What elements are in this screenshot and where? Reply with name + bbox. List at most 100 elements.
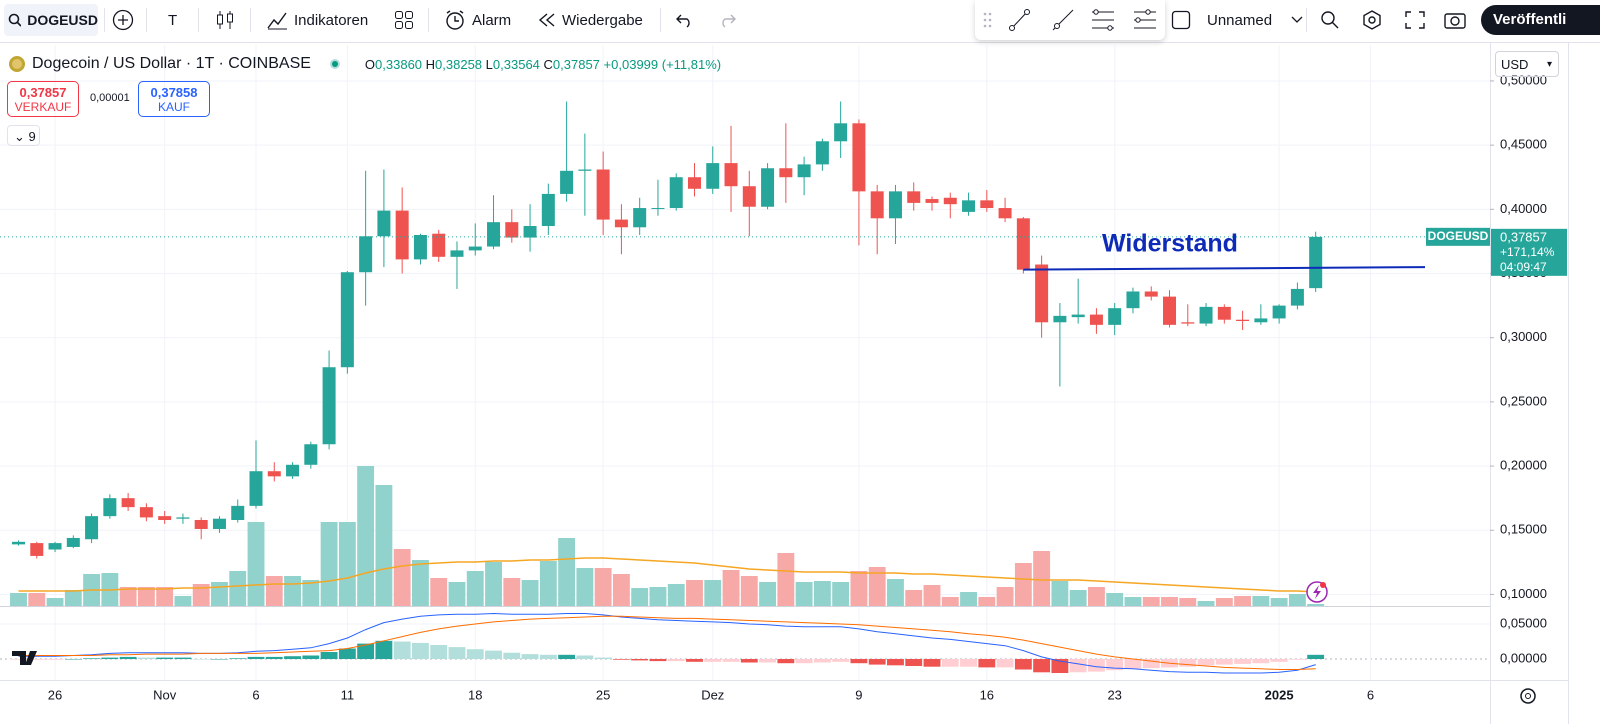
volume-ma-line xyxy=(18,557,1316,593)
quick-search-icon[interactable] xyxy=(1321,11,1339,29)
undo-button[interactable] xyxy=(676,0,694,40)
y-tick-label: 0,05000 xyxy=(1500,615,1547,630)
legend: Dogecoin / US Dollar · 1T · COINBASE O0,… xyxy=(8,53,721,75)
histogram-bar xyxy=(211,659,228,660)
settings-lines-tool[interactable] xyxy=(1134,9,1156,29)
candle-body xyxy=(980,200,994,209)
indicator-toggle[interactable]: ⌄ 9 xyxy=(7,125,40,146)
candle-body xyxy=(1272,305,1286,319)
volume-bar xyxy=(1051,581,1069,606)
symbol-tag-label: DOGEUSD xyxy=(1428,229,1489,243)
candle-body xyxy=(651,208,665,210)
separator xyxy=(250,8,251,32)
volume-bar xyxy=(740,576,758,606)
histogram-bar xyxy=(905,659,923,667)
candle-body xyxy=(1035,264,1049,323)
volume-bar xyxy=(229,571,247,606)
volume-bar xyxy=(594,568,612,606)
x-tick-label: 23 xyxy=(1107,687,1121,702)
candle-body xyxy=(1236,319,1250,322)
histogram-bar xyxy=(338,648,356,660)
candle-body xyxy=(962,200,976,212)
buy-button[interactable]: 0,37858 KAUF xyxy=(138,81,210,117)
y-tick-label: 0,30000 xyxy=(1500,329,1547,344)
volume-bar xyxy=(46,598,64,606)
histogram-bar xyxy=(83,658,101,660)
market-status xyxy=(329,59,340,69)
compare-button[interactable] xyxy=(112,0,134,40)
histogram-bar xyxy=(795,659,813,664)
candle-body xyxy=(286,464,300,477)
candle-icon xyxy=(217,11,233,29)
candle-body xyxy=(432,233,446,257)
ray-tool[interactable] xyxy=(1052,9,1074,31)
candle-body xyxy=(1309,236,1323,289)
publish-button[interactable]: Veröffentli xyxy=(1481,5,1600,35)
candle-body xyxy=(834,123,848,142)
indicators-icon xyxy=(267,12,287,30)
volume-bar xyxy=(1124,597,1142,606)
replay-button[interactable]: Wiedergabe xyxy=(538,0,643,40)
symbol: DOGEUSD xyxy=(27,12,98,28)
histogram-bar xyxy=(1124,659,1142,669)
volume-bar xyxy=(558,538,576,606)
histogram-bar xyxy=(284,656,301,660)
histogram-bar xyxy=(941,659,959,667)
interval-button[interactable]: T xyxy=(168,0,177,40)
candle-body xyxy=(249,471,263,506)
fullscreen-icon[interactable] xyxy=(1405,11,1425,29)
sell-price: 0,37857 xyxy=(19,85,67,100)
sell-button[interactable]: 0,37857 VERKAUF xyxy=(7,81,79,117)
alarm-button[interactable]: Alarm xyxy=(444,0,511,40)
drag-handle[interactable] xyxy=(983,12,992,28)
histogram-bar xyxy=(119,656,137,660)
fib-tool[interactable] xyxy=(1092,9,1114,31)
candle-body xyxy=(870,191,884,219)
symbol-search[interactable]: DOGEUSD xyxy=(4,4,98,36)
candle-body xyxy=(450,250,464,257)
settings-icon[interactable] xyxy=(1520,688,1536,704)
replay-icon xyxy=(538,13,555,27)
layouts-button[interactable] xyxy=(394,0,414,40)
macd-line xyxy=(18,612,1316,674)
volume-bar xyxy=(430,578,448,606)
tv-logo[interactable] xyxy=(12,651,37,665)
replay: Wiedergabe xyxy=(562,11,643,29)
top-toolbar: DOGEUSD T Indikatoren Alarm Wiedergabe U… xyxy=(0,0,1600,43)
currency-select[interactable]: USD ▾ xyxy=(1495,51,1559,77)
separator xyxy=(104,8,105,32)
layout-menu[interactable]: Unnamed xyxy=(1171,0,1304,40)
screenshot-icon[interactable] xyxy=(1444,13,1466,29)
y-tick-label: 0,25000 xyxy=(1500,393,1547,408)
histogram-bar xyxy=(466,649,484,660)
candle-body xyxy=(943,197,957,205)
chart-type-button[interactable] xyxy=(215,0,235,40)
volume-bar xyxy=(302,580,320,606)
ohlc-change: +0,03999 (+11,81%) xyxy=(603,56,722,72)
x-tick-label: 6 xyxy=(1367,687,1374,702)
volume-bar xyxy=(978,597,996,606)
volume-bar xyxy=(503,578,521,606)
histogram-bar xyxy=(1252,659,1270,664)
indicators-button[interactable]: Indikatoren xyxy=(266,0,368,40)
price-tag-value: 0,37857 xyxy=(1500,229,1547,244)
volume-bar xyxy=(192,584,210,606)
settings-icon[interactable] xyxy=(1363,10,1381,30)
volume-bar xyxy=(211,582,228,606)
volume-bar xyxy=(412,560,429,606)
drawing-tools xyxy=(983,9,1156,31)
x-tick-label: 11 xyxy=(341,687,355,702)
redo-button[interactable] xyxy=(718,0,736,40)
separator xyxy=(1306,8,1307,32)
price-tags: DOGEUSD 0,37857+171,14%04:09:47 xyxy=(1426,227,1567,276)
ohlc-key: C xyxy=(543,56,553,72)
trend-line-tool[interactable] xyxy=(1009,9,1030,31)
publish: Veröffentli xyxy=(1493,11,1567,28)
candle-body xyxy=(395,210,409,260)
histogram-bar xyxy=(777,659,795,664)
volume-bar xyxy=(923,585,941,606)
alarm-icon xyxy=(446,10,464,30)
histogram-bar xyxy=(448,647,466,660)
spread: 0,00001 xyxy=(90,92,130,104)
